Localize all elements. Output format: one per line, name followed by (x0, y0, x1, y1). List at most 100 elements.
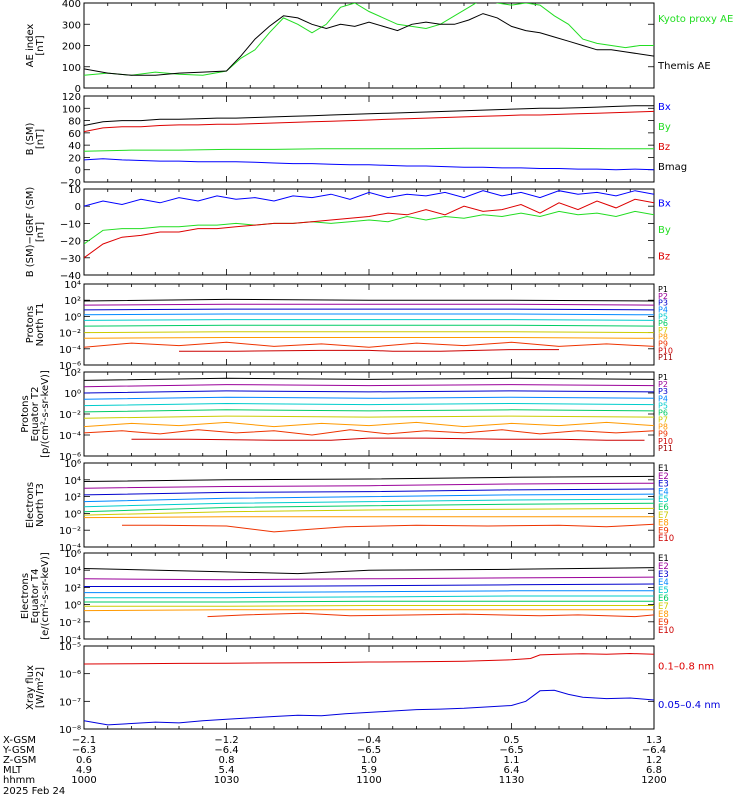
series-line-bx (84, 158, 654, 171)
x-row-value: 0.6 (76, 755, 92, 766)
y-tick-label: 10⁻⁴ (59, 543, 81, 554)
series-line-e3 (84, 488, 654, 496)
x-axis-ephemeris: X-GSM −2.1 −1.2 −0.4 0.5 1.3 Y-GSM −6.3 −6.4 −6.5… (2, 735, 667, 797)
legend-entry: E2 (658, 472, 669, 482)
y-axis-label: [nT] (35, 35, 46, 55)
legend-entry: By (658, 122, 671, 133)
y-tick-label: 10² (64, 493, 81, 504)
y-tick-label: 10⁻⁴ (59, 431, 81, 442)
series-line-p2 (84, 303, 654, 306)
y-axis-label: [nT] (35, 222, 46, 242)
y-tick-label: 10⁻⁶ (59, 361, 81, 372)
y-tick-label: −20 (60, 237, 81, 248)
y-tick-label: −10 (60, 219, 81, 230)
x-row-value: −6.5 (499, 745, 523, 756)
series-line-p4 (84, 396, 654, 400)
legend-entry: P11 (658, 353, 673, 362)
y-tick-label: 40 (68, 141, 81, 152)
y-axis-label: B (SM)−IGRF (SM) (25, 187, 36, 278)
x-row-label: Z-GSM (3, 755, 36, 766)
legend-entry: E9 (658, 526, 669, 536)
series-line-e5 (84, 595, 654, 599)
y-tick-label: 10⁰ (64, 509, 81, 520)
y-tick-label: 10² (64, 583, 81, 594)
legend-entry: P10 (658, 346, 673, 355)
series-line-p10 (131, 437, 645, 441)
x-row-value: 1000 (71, 775, 96, 786)
y-axis-label: Electrons (25, 482, 36, 528)
y-axis-label: B (SM) (25, 122, 36, 155)
legend-entry: P1 (658, 285, 668, 294)
x-row-value: 1.1 (504, 755, 520, 766)
series-line-p1 (84, 377, 654, 381)
y-tick-label: 100 (62, 63, 81, 74)
series-line-p5 (84, 319, 654, 321)
legend-entry: E3 (658, 480, 669, 490)
x-row-value: 6.4 (504, 765, 520, 776)
legend-entry: P4 (658, 305, 668, 314)
y-tick-label: 80 (68, 117, 81, 128)
y-tick-label: 10⁶ (64, 549, 81, 560)
y-tick-label: 0 (75, 166, 81, 177)
series-line-e6 (84, 502, 654, 513)
y-tick-label: 10⁻² (59, 526, 81, 537)
legend-entry: P8 (658, 423, 668, 432)
series-line-e9 (122, 523, 654, 533)
y-tick-label: 0 (75, 202, 81, 213)
y-tick-label: 10⁻⁸ (59, 725, 81, 736)
series-line-bmag (84, 105, 654, 126)
legend-entry: E5 (658, 495, 669, 505)
legend-entry: E4 (658, 578, 669, 588)
x-row-value: 1.2 (646, 755, 662, 766)
legend-entry: E7 (658, 511, 669, 521)
series-line-p8 (84, 337, 654, 339)
x-row-value: 1200 (641, 775, 666, 786)
x-row-label: X-GSM (3, 735, 36, 746)
series-line-by (84, 147, 654, 152)
x-row-value: 0.8 (219, 755, 235, 766)
y-axis-label: North T3 (35, 483, 46, 527)
y-tick-label: 20 (68, 153, 81, 164)
series-line-p3 (84, 390, 654, 394)
legend-entry: Themis AE (657, 61, 711, 72)
legend-entry: E4 (658, 487, 669, 497)
legend-entry: P6 (658, 408, 668, 417)
legend-entry: Kyoto proxy AE (658, 14, 733, 25)
x-row-value: 1130 (499, 775, 524, 786)
series-line-e2 (84, 482, 654, 489)
x-row-value: 4.9 (76, 765, 92, 776)
y-tick-label: 10⁴ (64, 566, 81, 577)
legend-entry: E8 (658, 519, 669, 529)
legend-entry: P9 (658, 430, 668, 439)
series-line-e2 (84, 576, 654, 581)
panel-4: 10⁻⁶ 10⁻⁴ 10⁻² 10⁰ 10² 10⁴ Protons North T1 P1P2… (25, 280, 673, 372)
x-row-value: 1030 (214, 775, 239, 786)
y-tick-label: 300 (62, 20, 81, 31)
series-line-0-05-0-4-nm (84, 689, 654, 726)
series-line-e1 (84, 567, 654, 575)
legend-entry: P5 (658, 401, 668, 410)
y-tick-label: 10⁰ (64, 601, 81, 612)
y-tick-label: 10⁰ (64, 389, 81, 400)
legend-entry: E9 (658, 618, 669, 628)
y-tick-label: 60 (68, 129, 81, 140)
series-line-e7 (84, 605, 654, 607)
y-tick-label: 10⁻⁴ (59, 635, 81, 646)
panel-8: 10⁻⁸ 10⁻⁷ 10⁻⁶ 10⁻⁵ Xray flux [W/m²2] 0.1–0.8 … (25, 642, 720, 736)
series-line-e5 (84, 498, 654, 508)
legend-entry: E2 (658, 562, 669, 572)
legend-entry: P3 (658, 387, 668, 396)
series-line-p9 (84, 341, 654, 348)
x-row-value: −6.4 (214, 745, 238, 756)
legend-entry: P9 (658, 340, 668, 349)
panel-3: −40 −30 −20 −10 0 10 B (SM)−IGRF (SM) [nT] Bx By B… (25, 185, 671, 282)
panel-1: 0 100 200 300 400 AE index [nT] Kyoto proxy AE T… (25, 0, 733, 95)
series-line-p7 (84, 331, 654, 334)
legend-entry: E10 (658, 626, 674, 636)
legend-entry: E1 (658, 464, 669, 474)
y-axis-label: Equator T2 (30, 387, 41, 442)
series-line-p8 (84, 421, 654, 428)
